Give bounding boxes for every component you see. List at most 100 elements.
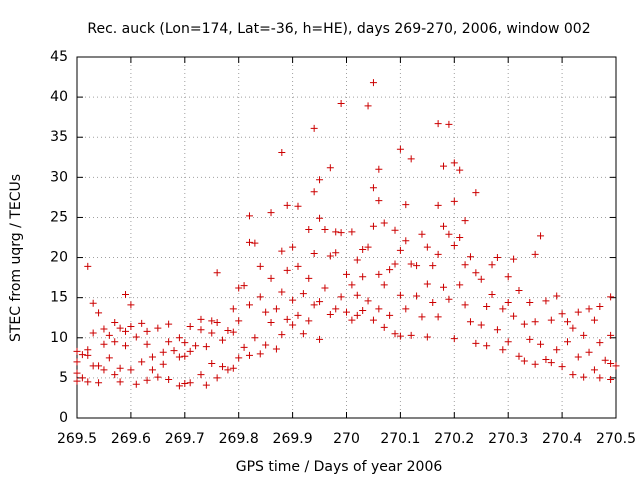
data-point <box>186 379 194 387</box>
data-point <box>105 331 113 339</box>
data-point <box>407 331 415 339</box>
data-point <box>256 262 264 270</box>
data-point <box>181 352 189 360</box>
data-point <box>531 360 539 368</box>
data-point <box>154 373 162 381</box>
data-point <box>321 284 329 292</box>
data-point <box>590 366 598 374</box>
data-point <box>245 212 253 220</box>
data-point <box>547 359 555 367</box>
y-axis: 0 5 10 15 20 25 30 35 40 45 <box>50 49 616 426</box>
data-point <box>493 254 501 262</box>
data-point <box>483 342 491 350</box>
data-point <box>553 346 561 354</box>
data-point <box>542 297 550 305</box>
data-point <box>477 275 485 283</box>
data-point <box>165 375 173 383</box>
data-point <box>175 353 183 361</box>
data-point <box>375 305 383 313</box>
x-tick-label: 270.1 <box>380 431 420 447</box>
data-point <box>197 371 205 379</box>
data-point <box>175 382 183 390</box>
data-point <box>122 327 130 335</box>
data-point <box>127 301 135 309</box>
data-point <box>450 335 458 343</box>
data-point <box>348 316 356 324</box>
data-point <box>359 307 367 315</box>
data-point <box>364 243 372 251</box>
data-point <box>563 338 571 346</box>
data-point <box>305 225 313 233</box>
data-point <box>375 165 383 173</box>
x-tick-label: 269.7 <box>165 431 205 447</box>
data-point <box>219 336 227 344</box>
data-point <box>224 366 232 374</box>
x-axis-label: GPS time / Days of year 2006 <box>236 459 443 475</box>
data-point <box>100 340 108 348</box>
data-point <box>245 301 253 309</box>
data-point <box>326 252 334 260</box>
data-point <box>607 331 615 339</box>
data-point <box>84 262 92 270</box>
data-point <box>369 222 377 230</box>
data-point <box>326 164 334 172</box>
data-point <box>364 297 372 305</box>
y-tick-label: 35 <box>50 129 68 145</box>
data-point <box>558 310 566 318</box>
x-tick-label: 270.4 <box>542 431 582 447</box>
data-point <box>326 311 334 319</box>
data-point <box>138 358 146 366</box>
data-point <box>267 319 275 327</box>
data-point <box>316 214 324 222</box>
x-tick-label: 270 <box>333 431 360 447</box>
data-point <box>332 249 340 257</box>
data-point <box>235 354 243 362</box>
data-point <box>396 145 404 153</box>
data-point <box>208 329 216 337</box>
data-point <box>440 283 448 291</box>
data-point <box>429 298 437 306</box>
data-point <box>488 290 496 298</box>
data-point <box>283 315 291 323</box>
y-axis-label: STEC from uqrg / TECUs <box>8 174 24 342</box>
data-point <box>111 338 119 346</box>
data-point <box>251 239 259 247</box>
x-tick-label: 269.8 <box>219 431 259 447</box>
data-point <box>73 347 81 355</box>
data-point <box>477 321 485 329</box>
data-point <box>78 374 86 382</box>
data-point <box>256 293 264 301</box>
data-point <box>375 270 383 278</box>
data-point <box>429 262 437 270</box>
data-point <box>596 374 604 382</box>
data-point <box>526 335 534 343</box>
y-tick-label: 40 <box>50 89 68 105</box>
data-point <box>353 256 361 264</box>
data-point <box>369 79 377 87</box>
chart-title: Rec. auck (Lon=174, Lat=-36, h=HE), days… <box>87 21 590 37</box>
data-point <box>396 246 404 254</box>
data-point <box>278 148 286 156</box>
data-point <box>229 305 237 313</box>
data-point <box>321 225 329 233</box>
data-point <box>369 316 377 324</box>
data-point <box>235 284 243 292</box>
data-point <box>483 302 491 310</box>
data-point <box>95 309 103 317</box>
data-point <box>175 334 183 342</box>
data-point <box>580 373 588 381</box>
data-point <box>181 339 189 347</box>
data-point <box>607 293 615 301</box>
data-points <box>73 79 620 390</box>
data-point <box>353 311 361 319</box>
data-point <box>186 347 194 355</box>
data-point <box>154 324 162 332</box>
data-point <box>391 260 399 268</box>
data-point <box>181 380 189 388</box>
data-point <box>213 319 221 327</box>
data-point <box>310 250 318 258</box>
y-tick-label: 30 <box>50 169 68 185</box>
data-point <box>213 374 221 382</box>
data-point <box>569 324 577 332</box>
data-point <box>585 348 593 356</box>
